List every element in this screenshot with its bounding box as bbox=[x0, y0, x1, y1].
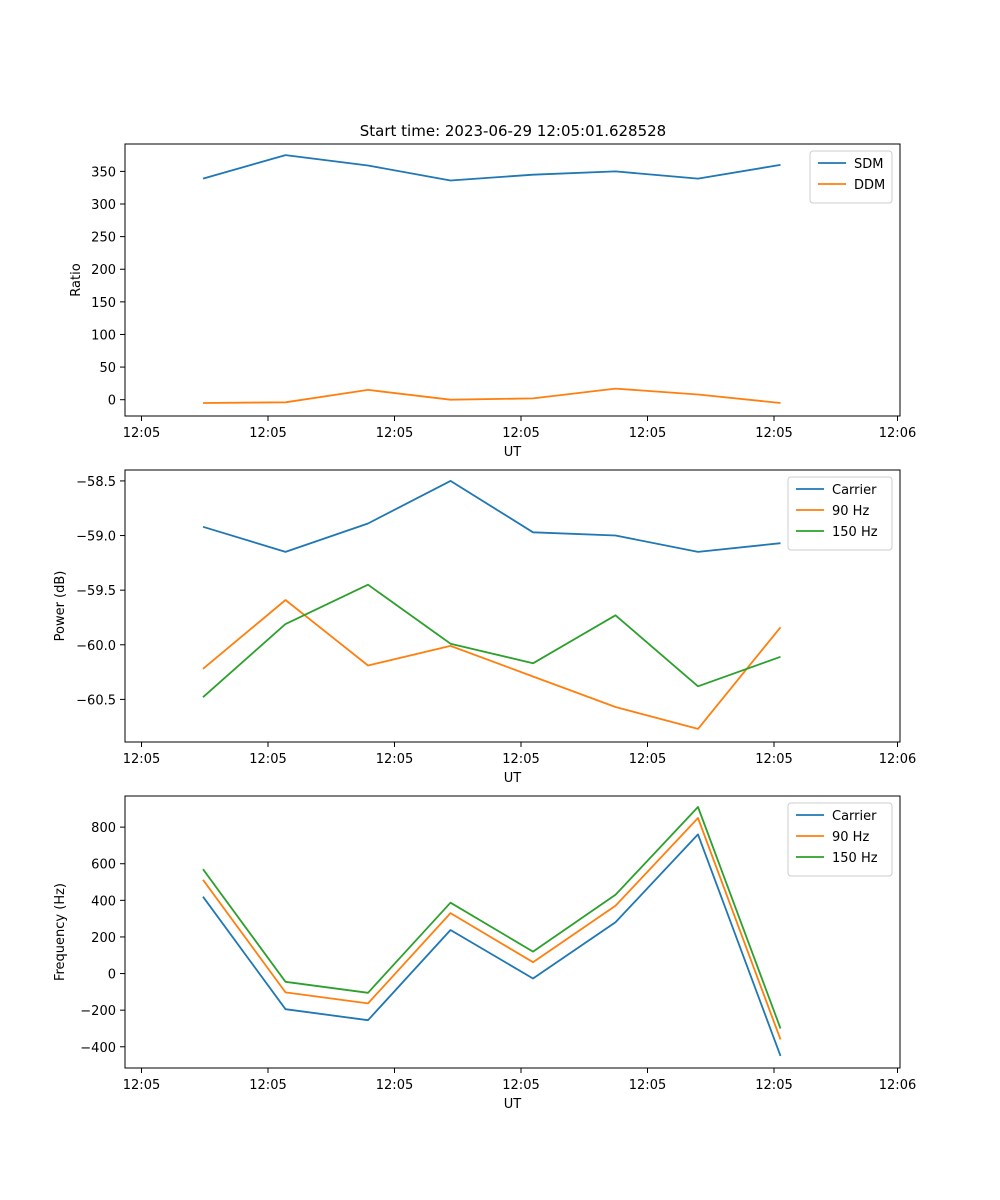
series-line-150-hz bbox=[202, 806, 782, 1029]
x-tick-label: 12:05 bbox=[755, 752, 792, 767]
x-tick-label: 12:05 bbox=[629, 426, 666, 441]
legend: Carrier 90 Hz 150 Hz bbox=[787, 802, 893, 877]
y-tick-label: −59.0 bbox=[76, 530, 116, 545]
legend: Carrier 90 Hz 150 Hz bbox=[787, 476, 893, 551]
legend-label: Carrier bbox=[832, 809, 877, 824]
series-line-carrier bbox=[202, 479, 781, 553]
legend-label: 150 Hz bbox=[832, 525, 878, 540]
y-tick-label: 400 bbox=[91, 894, 116, 909]
x-tick-label: 12:05 bbox=[123, 752, 160, 767]
y-tick-label: 300 bbox=[91, 198, 116, 213]
x-tick-label: 12:05 bbox=[123, 426, 160, 441]
x-tick-label: 12:05 bbox=[376, 1078, 413, 1093]
x-tick-label: 12:05 bbox=[249, 752, 286, 767]
legend-label: Carrier bbox=[832, 483, 877, 498]
figure-title: Start time: 2023-06-29 12:05:01.628528 bbox=[360, 122, 666, 140]
axes-frame bbox=[124, 795, 901, 1069]
chart-panel-3: 12:05 12:05 12:05 12:05 12:05 12:05 12:06 −400 −… bbox=[53, 795, 916, 1112]
x-axis-label: UT bbox=[504, 445, 522, 460]
x-tick-label: 12:06 bbox=[879, 426, 916, 441]
series-line-90-hz bbox=[202, 599, 782, 730]
y-tick-label: 150 bbox=[91, 296, 116, 311]
series-line-carrier bbox=[202, 833, 782, 1057]
x-tick-label: 12:05 bbox=[629, 752, 666, 767]
x-tick-label: 12:05 bbox=[123, 1078, 160, 1093]
chart-panel-1: 12:05 12:05 12:05 12:05 12:05 12:05 12:06 0 50 10… bbox=[69, 143, 916, 460]
x-tick-label: 12:05 bbox=[502, 752, 539, 767]
x-tick-label: 12:05 bbox=[376, 426, 413, 441]
series-line-150-hz bbox=[202, 583, 781, 698]
legend-label: 150 Hz bbox=[832, 851, 878, 866]
y-tick-label: 0 bbox=[108, 968, 116, 983]
y-tick-label: −59.5 bbox=[76, 584, 116, 599]
legend: SDM DDM bbox=[809, 150, 893, 204]
y-tick-label: 200 bbox=[91, 263, 116, 278]
y-tick-label: 350 bbox=[91, 165, 116, 180]
x-tick-label: 12:05 bbox=[249, 1078, 286, 1093]
x-tick-label: 12:06 bbox=[879, 752, 916, 767]
y-axis-label: Power (dB) bbox=[53, 571, 68, 642]
x-tick-label: 12:05 bbox=[755, 426, 792, 441]
legend-label: 90 Hz bbox=[832, 504, 869, 519]
axes-frame bbox=[124, 469, 901, 743]
y-tick-label: −58.5 bbox=[76, 475, 116, 490]
x-tick-label: 12:05 bbox=[502, 426, 539, 441]
y-axis-label: Ratio bbox=[69, 263, 84, 296]
y-tick-label: 0 bbox=[108, 394, 116, 409]
x-tick-label: 12:06 bbox=[879, 1078, 916, 1093]
y-tick-label: 200 bbox=[91, 931, 116, 946]
legend-label: SDM bbox=[854, 157, 883, 172]
y-tick-label: −400 bbox=[80, 1041, 116, 1056]
series-line-ddm bbox=[202, 387, 781, 404]
y-tick-label: 600 bbox=[91, 858, 116, 873]
y-axis-label: Frequency (Hz) bbox=[53, 883, 68, 981]
x-tick-label: 12:05 bbox=[755, 1078, 792, 1093]
x-tick-label: 12:05 bbox=[629, 1078, 666, 1093]
series-line-90-hz bbox=[202, 817, 782, 1040]
x-axis-label: UT bbox=[504, 1097, 522, 1112]
legend-box bbox=[809, 150, 893, 204]
x-tick-label: 12:05 bbox=[502, 1078, 539, 1093]
legend-label: 90 Hz bbox=[832, 830, 869, 845]
chart-panel-2: 12:05 12:05 12:05 12:05 12:05 12:05 12:06 −58.5… bbox=[53, 469, 916, 786]
y-tick-label: 100 bbox=[91, 328, 116, 343]
x-tick-label: 12:05 bbox=[376, 752, 413, 767]
y-tick-label: 50 bbox=[99, 361, 116, 376]
y-tick-label: −60.5 bbox=[76, 693, 116, 708]
axes-frame bbox=[124, 143, 901, 417]
y-tick-label: 250 bbox=[91, 231, 116, 246]
y-tick-label: 800 bbox=[91, 821, 116, 836]
x-axis-label: UT bbox=[504, 771, 522, 786]
series-line-sdm bbox=[202, 154, 781, 182]
y-tick-label: −200 bbox=[80, 1004, 116, 1019]
x-tick-label: 12:05 bbox=[249, 426, 286, 441]
y-tick-label: −60.0 bbox=[76, 639, 116, 654]
legend-label: DDM bbox=[854, 178, 885, 193]
